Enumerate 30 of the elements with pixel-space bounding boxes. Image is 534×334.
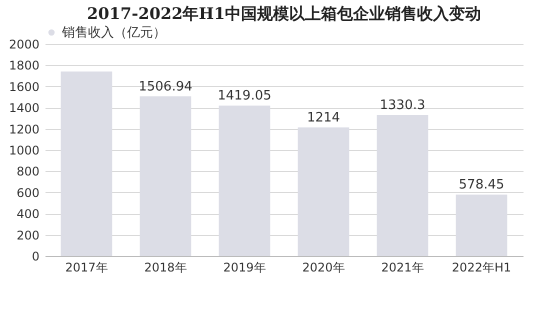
data-label: 578.45 — [458, 178, 504, 193]
data-label: 1330.3 — [380, 98, 426, 113]
y-tick-label: 200 — [16, 228, 40, 242]
data-label: 1506.94 — [138, 79, 192, 94]
y-tick-label: 600 — [16, 186, 40, 200]
x-tick-label: 2021年 — [381, 260, 424, 274]
legend-label: 销售收入（亿元） — [61, 26, 166, 40]
x-tick-label: 2017年 — [65, 260, 108, 274]
x-tick-label: 2020年 — [302, 260, 345, 274]
y-tick-label: 400 — [16, 207, 40, 222]
bar — [218, 106, 270, 256]
y-tick-label: 1000 — [8, 144, 40, 158]
y-tick-label: 1600 — [8, 80, 40, 94]
bar — [140, 96, 192, 256]
bar — [298, 127, 350, 256]
x-tick-label: 2019年 — [223, 260, 266, 274]
y-tick-label: 1200 — [8, 122, 40, 136]
bar — [456, 194, 508, 256]
chart-title: 2017-2022年H1中国规模以上箱包企业销售收入变动 — [87, 4, 481, 23]
bar — [60, 72, 112, 256]
data-label: 1419.05 — [218, 88, 272, 104]
y-tick-label: 0 — [32, 250, 40, 264]
bar — [376, 114, 428, 256]
x-tick-label: 2022年H1 — [452, 260, 512, 274]
data-label: 1214 — [306, 110, 340, 126]
y-tick-label: 1800 — [8, 58, 40, 73]
y-tick-label: 800 — [16, 164, 40, 179]
y-tick-label: 1400 — [8, 101, 40, 116]
y-tick-label: 2000 — [8, 38, 40, 52]
x-tick-label: 2018年 — [144, 260, 187, 274]
